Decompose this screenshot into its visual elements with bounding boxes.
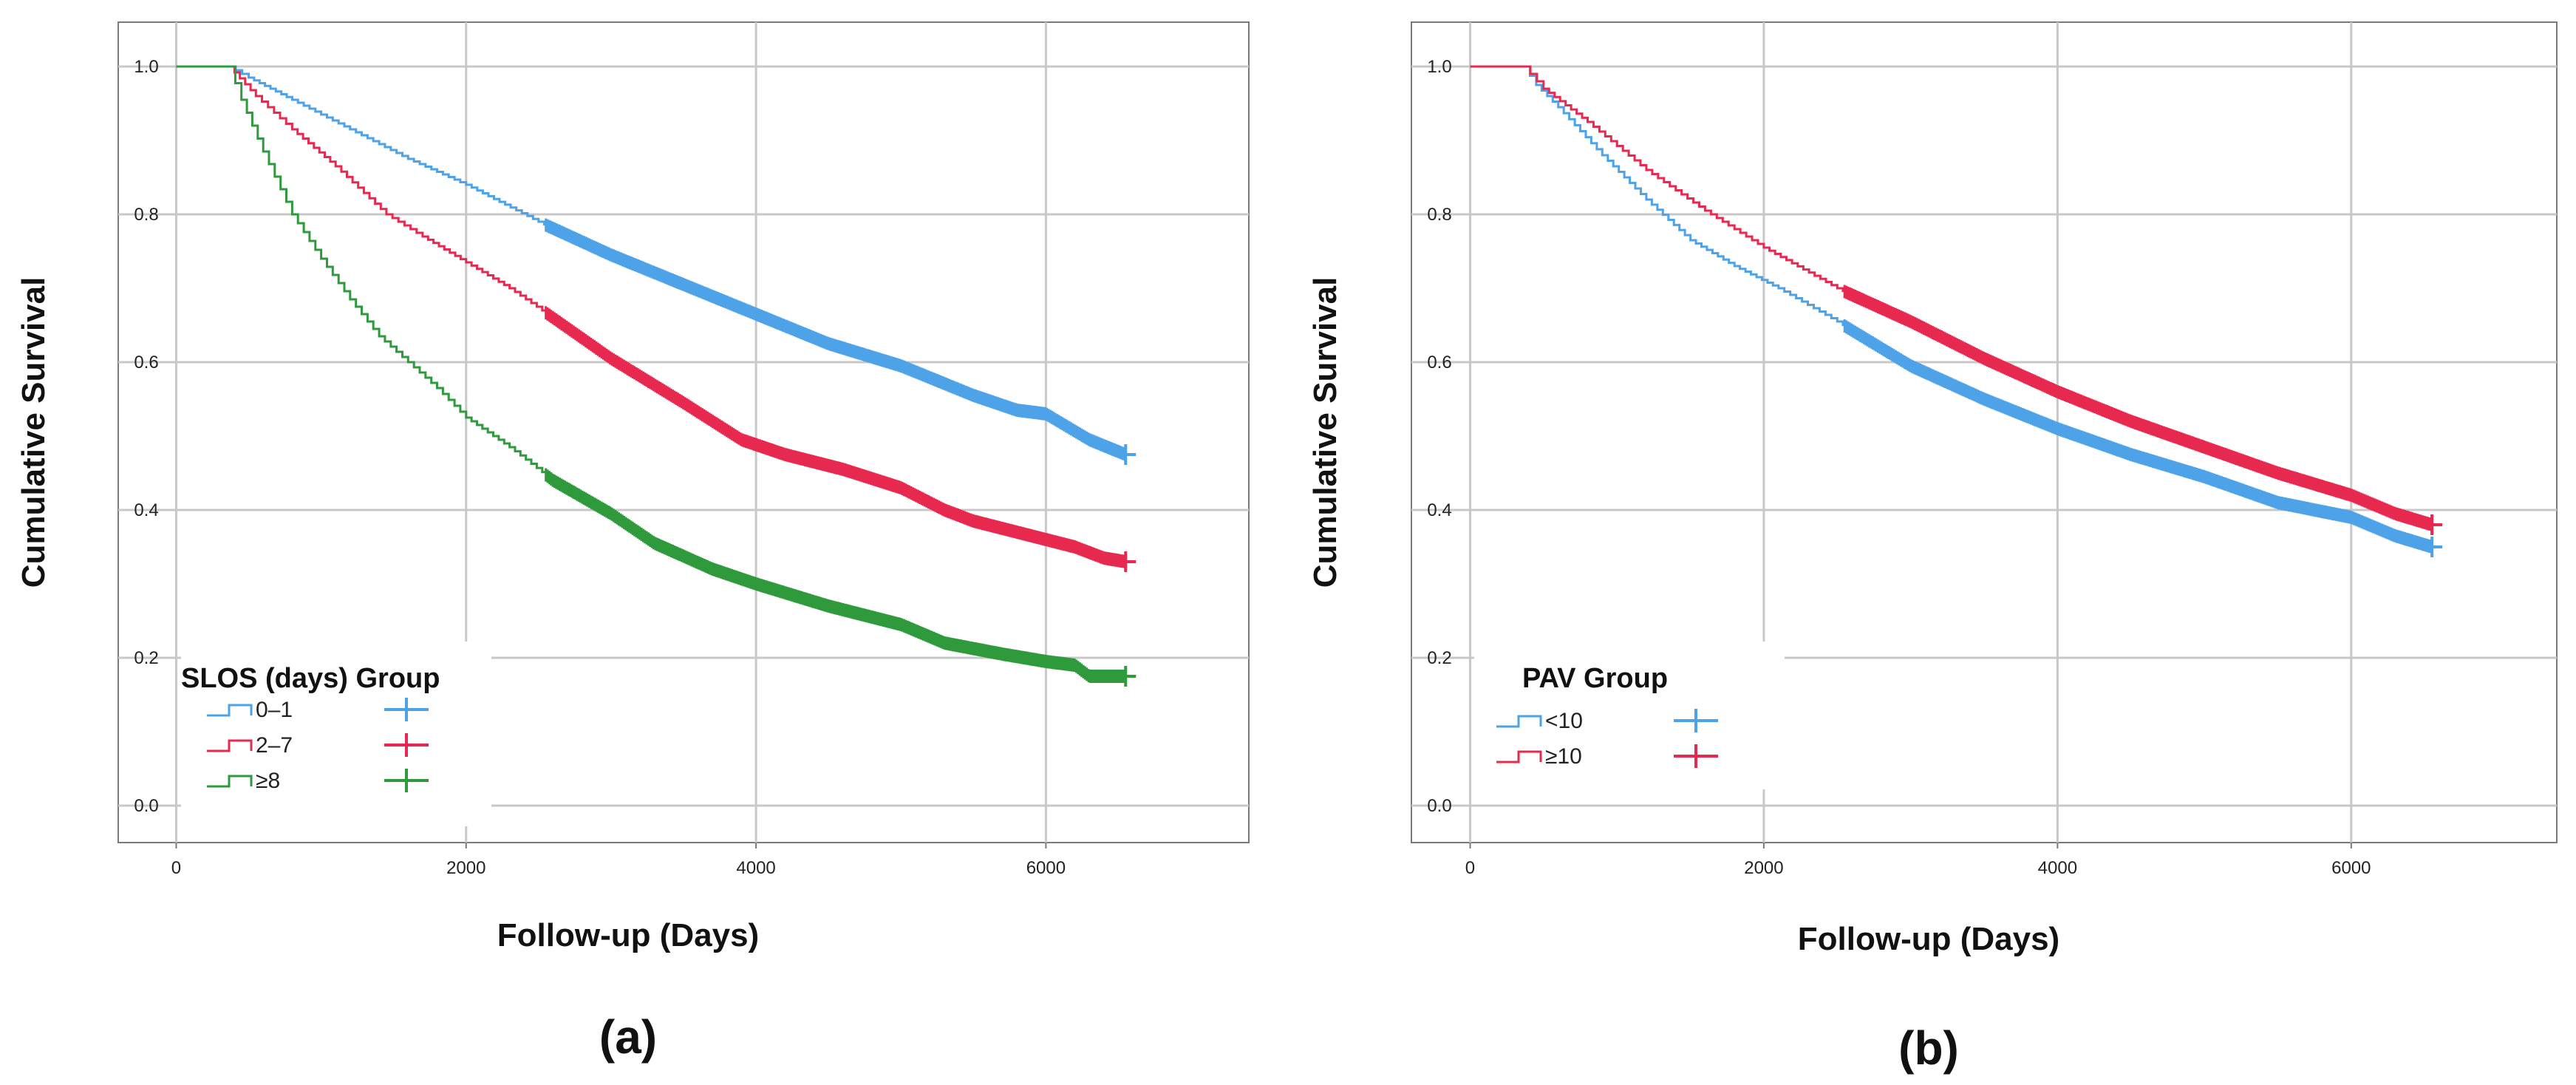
x-tick-label: 0 [171,858,181,878]
censor-marks [545,306,1126,568]
legend-item: <10 [1496,709,1718,733]
legend-box [181,642,491,826]
series-≥10 [1470,65,2443,535]
x-tick-label: 0 [1465,858,1475,878]
legend-title: SLOS (days) Group [181,663,440,694]
ticks: 0 2000 4000 6000 0.0 0.2 0.4 0.6 0.8 1.0 [1427,57,2371,878]
x-tick-label: 2000 [446,858,485,878]
x-tick-label: 6000 [2331,858,2371,878]
legend-label: 2–7 [256,733,293,758]
final-censor-mark [1115,551,1137,572]
y-axis-label: Cumulative Survival [1307,277,1343,588]
y-tick-label: 0.6 [134,353,158,373]
y-tick-label: 0.0 [1427,796,1451,816]
y-tick-label: 1.0 [1427,57,1451,77]
y-axis-label: Cumulative Survival [16,277,52,588]
legend-title: PAV Group [1522,663,1668,694]
legend-line-swatch [207,775,253,788]
y-tick-label: 0.6 [1427,353,1451,373]
censor-marks [545,218,1126,461]
legend-censor-swatch [384,698,429,721]
legend-label: <10 [1545,709,1583,733]
legend-label: 0–1 [256,698,293,722]
legend-label: ≥8 [256,769,280,793]
legend-line-swatch [1496,715,1542,728]
legend-line-swatch [207,704,253,717]
x-tick-label: 2000 [1744,858,1783,878]
series [1470,65,2443,557]
y-tick-label: 0.0 [134,796,158,816]
legend-line-swatch [1496,750,1542,763]
final-censor-mark [1115,666,1137,687]
x-tick-label: 6000 [1026,858,1066,878]
km-panel-b: PAV Group <10≥10 0 2000 4000 60000.00.20.40… [1307,21,2558,1075]
series-0–1 [176,65,1137,465]
y-tick-label: 1.0 [134,57,158,77]
censor-marks [1843,319,2433,554]
final-censor-mark [2422,514,2443,535]
final-censor-mark [1115,444,1137,465]
panel-label: (b) [1898,1021,1959,1075]
censor-marks [545,468,1126,683]
legend: SLOS (days) Group 0–1 2–7 ≥8 [181,642,491,826]
y-tick-label: 0.4 [134,500,158,520]
legend-label: ≥10 [1545,744,1582,769]
censor-marks [1843,285,2433,531]
x-tick-label: 4000 [736,858,775,878]
series-<10 [1470,65,2443,557]
legend-censor-swatch [1674,744,1718,768]
legend-censor-swatch [1674,709,1718,732]
ticks: 0 2000 4000 6000 0.0 0.2 0.4 0.6 0.8 1.0 [134,57,1066,878]
series [176,65,1137,687]
series-2–7 [176,65,1137,572]
final-censor-mark [2422,537,2443,557]
y-tick-label: 0.2 [134,648,158,668]
y-tick-label: 0.8 [1427,205,1451,225]
legend-item: 0–1 [207,698,429,722]
legend-item: ≥8 [207,769,429,793]
x-tick-label: 4000 [2038,858,2077,878]
legend-line-swatch [207,739,253,752]
series-≥8 [176,65,1137,687]
panel-label: (a) [599,1010,657,1064]
legend-censor-swatch [384,769,429,792]
legend-item: ≥10 [1496,744,1718,769]
legend-item: 2–7 [207,733,429,758]
y-tick-label: 0.4 [1427,500,1451,520]
legend: PAV Group <10 ≥10 [1474,642,1785,789]
x-axis-label: Follow-up (Days) [497,917,759,953]
x-axis-label: Follow-up (Days) [1798,921,2059,957]
y-tick-label: 0.2 [1427,648,1451,668]
km-panel-a: SLOS (days) Group 0–1 2–7 ≥8 0 2000 4000 6000… [16,21,1250,1064]
legend-censor-swatch [384,733,429,757]
y-tick-label: 0.8 [134,205,158,225]
